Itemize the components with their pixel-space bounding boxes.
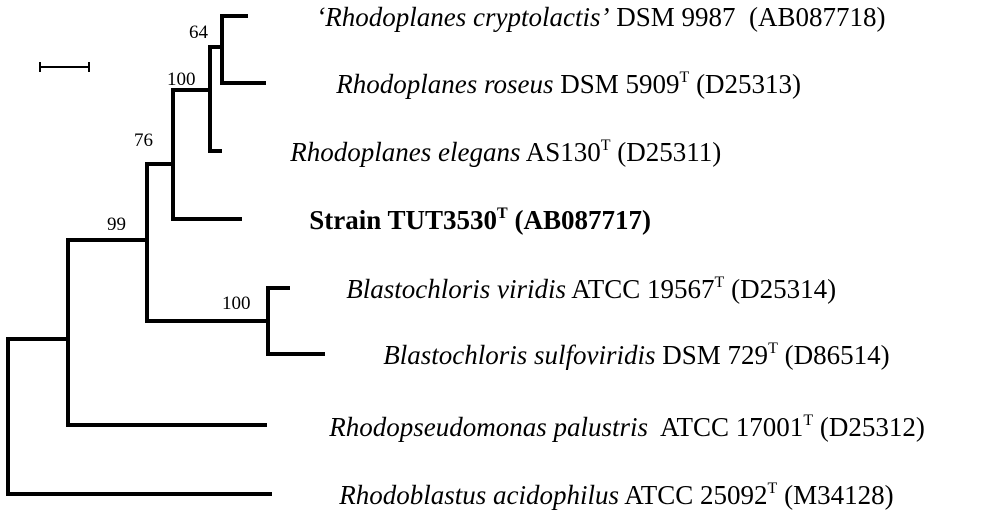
branch-cryptolactis-roseus xyxy=(220,14,266,85)
taxon-label-acidophilus: Rhodoblastus acidophilus ATCC 25092T (M3… xyxy=(292,480,927,510)
taxon-strain: Strain TUT3530 xyxy=(309,205,497,235)
taxon-label-elegans: Rhodoplanes elegans AS130T (D25311) xyxy=(243,137,755,167)
taxon-label-cryptolactis: ‘Rhodoplanes cryptolactis’ DSM 9987 (AB0… xyxy=(269,2,919,32)
taxon-name: Blastochloris viridis xyxy=(346,274,566,304)
taxon-strain: AS130 xyxy=(520,137,600,167)
taxon-accession: (D25314) xyxy=(724,274,836,304)
taxon-accession: (D25313) xyxy=(689,69,801,99)
branch-node-76 xyxy=(145,162,270,323)
type-strain-mark: T xyxy=(803,412,813,429)
branch-node-100-rhodoplanes xyxy=(171,88,242,221)
bootstrap-values: 64 100 76 99 100 xyxy=(107,22,251,314)
taxon-name: ‘Rhodoplanes cryptolactis’ xyxy=(316,2,609,32)
taxon-name: Rhodoplanes elegans xyxy=(289,137,520,167)
taxon-strain: ATCC 25092 xyxy=(619,480,768,510)
type-strain-mark: T xyxy=(768,340,778,357)
bootstrap-label: 99 xyxy=(107,214,126,235)
taxon-accession: (D25312) xyxy=(813,412,925,442)
taxon-accession: (AB087717) xyxy=(508,205,651,235)
type-strain-mark: T xyxy=(680,69,690,86)
scale-bar xyxy=(39,62,90,72)
bootstrap-label: 100 xyxy=(222,293,251,314)
taxon-strain: ATCC 17001 xyxy=(648,412,803,442)
bootstrap-label: 64 xyxy=(189,22,209,43)
taxon-name: Rhodopseudomonas palustris xyxy=(328,412,648,442)
taxon-label-sulfoviridis: Blastochloris sulfoviridis DSM 729T (D86… xyxy=(336,340,923,370)
type-strain-mark: T xyxy=(497,205,508,222)
taxon-labels: ‘Rhodoplanes cryptolactis’ DSM 9987 (AB0… xyxy=(243,2,959,510)
bootstrap-label: 76 xyxy=(134,130,153,151)
taxon-label-tut3530: Strain TUT3530T (AB087717) xyxy=(262,205,685,235)
taxon-accession: (AB087718) xyxy=(742,2,885,32)
taxon-name: Blastochloris sulfoviridis xyxy=(383,340,655,370)
taxon-accession: (M34128) xyxy=(777,480,893,510)
taxon-accession: (D25311) xyxy=(611,137,722,167)
bootstrap-label: 100 xyxy=(167,69,196,90)
taxon-name: Rhodoblastus acidophilus xyxy=(338,480,619,510)
taxon-label-roseus: Rhodoplanes roseus DSM 5909T (D25313) xyxy=(289,69,835,99)
taxon-strain: DSM 9987 xyxy=(609,2,742,32)
taxon-strain: ATCC 19567 xyxy=(566,274,715,304)
taxon-label-palustris: Rhodopseudomonas palustris ATCC 17001T (… xyxy=(282,412,959,442)
taxon-label-viridis: Blastochloris viridis ATCC 19567T (D2531… xyxy=(299,274,870,304)
type-strain-mark: T xyxy=(715,274,725,291)
taxon-name: Rhodoplanes roseus xyxy=(335,69,553,99)
type-strain-mark: T xyxy=(601,137,611,154)
branch-node-99 xyxy=(66,238,267,427)
taxon-strain: DSM 729 xyxy=(656,340,769,370)
branch-node-100-blastochloris xyxy=(266,286,325,356)
type-strain-mark: T xyxy=(768,480,778,497)
branch-root xyxy=(6,337,272,496)
taxon-strain: DSM 5909 xyxy=(554,69,680,99)
taxon-accession: (D86514) xyxy=(778,340,890,370)
tree-branches xyxy=(6,14,325,496)
